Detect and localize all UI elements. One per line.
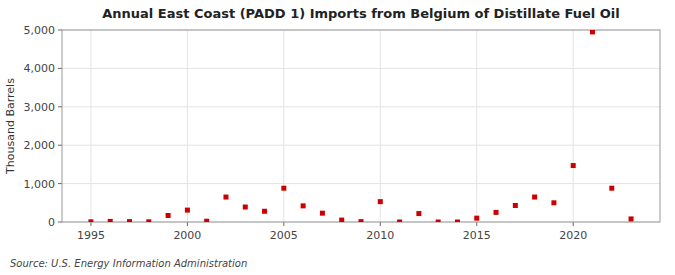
- x-grid-line: [476, 30, 477, 222]
- title: Annual East Coast (PADD 1) Imports from …: [102, 6, 620, 21]
- x-tick: [380, 222, 381, 226]
- x-tick-label: 2000: [173, 229, 201, 242]
- point: [223, 195, 228, 200]
- y-tick: [58, 222, 62, 223]
- point: [108, 219, 113, 222]
- y-grid-line: [62, 68, 660, 69]
- grid: [62, 30, 660, 222]
- x-tick: [573, 222, 574, 226]
- y-grid-line: [62, 106, 660, 107]
- point: [551, 200, 556, 205]
- point: [455, 220, 460, 223]
- point: [204, 219, 209, 222]
- y-axis-label: Thousand Barrels: [4, 78, 17, 175]
- point: [397, 220, 402, 223]
- points: [88, 30, 633, 222]
- point: [301, 203, 306, 208]
- point: [88, 219, 93, 222]
- axes: 0 1,000 2,000 3,000 4,000 5,000 1995 2000 2005 20…: [24, 24, 661, 242]
- y-tick-label: 3,000: [24, 101, 56, 114]
- point: [416, 211, 421, 216]
- point: [185, 208, 190, 213]
- point: [127, 219, 132, 222]
- point: [146, 219, 151, 222]
- point: [590, 30, 595, 34]
- y-tick: [58, 68, 62, 69]
- y-tick: [58, 183, 62, 184]
- x-grid-line: [283, 30, 284, 222]
- point: [629, 216, 634, 221]
- y-grid-line: [62, 183, 660, 184]
- y-tick: [58, 106, 62, 107]
- x-tick: [476, 222, 477, 226]
- chart: Annual East Coast (PADD 1) Imports from …: [0, 0, 675, 275]
- y-tick-label: 1,000: [24, 178, 56, 191]
- y-tick-label: 0: [48, 216, 55, 229]
- x-tick: [187, 222, 188, 226]
- y-tick-label: 2,000: [24, 139, 56, 152]
- point: [436, 220, 441, 223]
- point: [320, 211, 325, 216]
- x-grid-line: [90, 30, 91, 222]
- y-tick: [58, 145, 62, 146]
- source-note: Source: U.S. Energy Information Administ…: [10, 258, 247, 269]
- y-grid-line: [62, 145, 660, 146]
- point: [494, 210, 499, 215]
- x-tick-label: 2015: [463, 229, 491, 242]
- point: [474, 216, 479, 221]
- y-tick-label: 5,000: [24, 24, 56, 37]
- point: [166, 213, 171, 218]
- point: [339, 218, 344, 222]
- point: [281, 186, 286, 191]
- point: [262, 209, 267, 214]
- x-grid-line: [380, 30, 381, 222]
- x-tick-label: 2010: [366, 229, 394, 242]
- point: [532, 195, 537, 200]
- y-tick-label: 4,000: [24, 62, 56, 75]
- x-grid-line: [573, 30, 574, 222]
- x-tick-label: 1995: [77, 229, 105, 242]
- point: [609, 186, 614, 191]
- x-grid-line: [187, 30, 188, 222]
- point: [571, 163, 576, 168]
- point: [359, 219, 364, 222]
- y-tick: [58, 30, 62, 31]
- point: [243, 205, 248, 210]
- x-tick: [283, 222, 284, 226]
- point: [378, 199, 383, 204]
- point: [513, 203, 518, 208]
- plot-frame: [62, 30, 660, 222]
- x-tick: [90, 222, 91, 226]
- x-tick-label: 2005: [270, 229, 298, 242]
- x-tick-label: 2020: [559, 229, 587, 242]
